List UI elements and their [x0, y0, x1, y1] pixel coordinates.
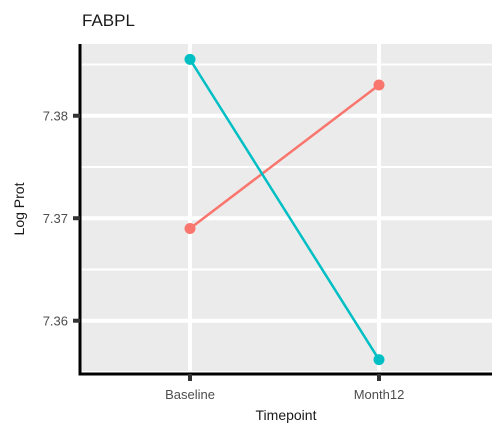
series-point-1	[373, 354, 385, 366]
series-line-0	[189, 83, 380, 230]
series-line-1	[188, 58, 381, 361]
y-tick-label: 7.38	[43, 109, 68, 124]
grid-major	[80, 44, 492, 374]
y-ticks: 7.36 7.37 7.38	[43, 109, 80, 329]
series-point-0	[373, 79, 385, 91]
x-ticks: Baseline Month12	[165, 374, 404, 402]
x-tick-label: Month12	[354, 387, 405, 402]
y-axis-title: Log Prot	[11, 182, 27, 235]
series-point-1	[184, 53, 196, 65]
chart-title: FABPL	[82, 11, 135, 30]
grid-minor	[80, 63, 492, 373]
x-axis-title: Timepoint	[256, 407, 317, 423]
plot-panel	[80, 44, 492, 374]
y-tick-label: 7.37	[43, 211, 68, 226]
series-layer	[184, 53, 385, 366]
y-tick-label: 7.36	[43, 314, 68, 329]
x-tick-label: Baseline	[165, 387, 215, 402]
series-point-0	[184, 222, 196, 234]
